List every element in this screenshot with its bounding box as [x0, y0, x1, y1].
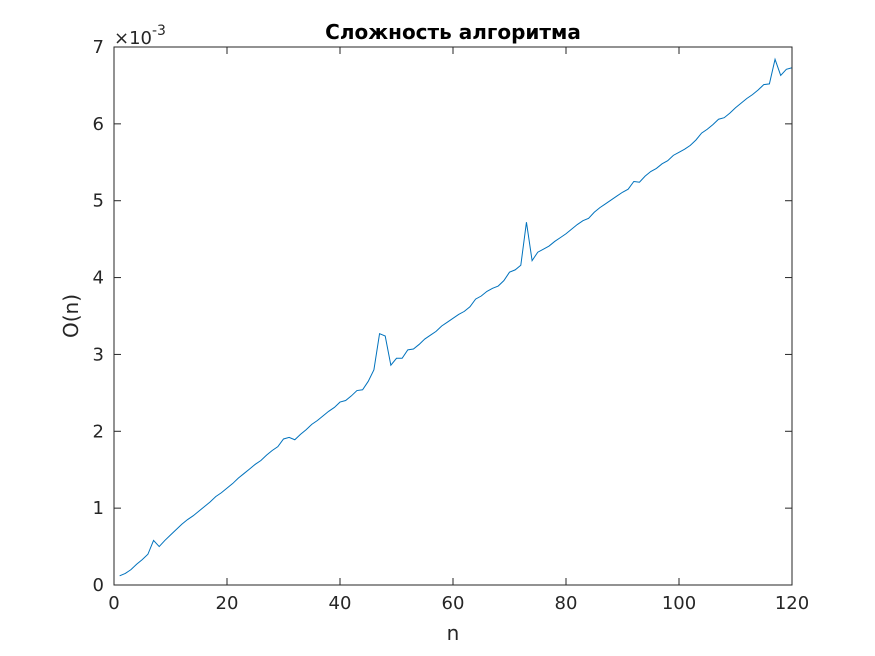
- plot-area: [114, 47, 792, 585]
- x-tick-label: 120: [775, 593, 809, 614]
- y-tick-label: 1: [93, 498, 104, 519]
- ticks-layer: 0 20 40 60 80 100 120 0 1 2 3 4 5 6 7: [93, 37, 810, 614]
- chart-title: Сложность алгоритма: [325, 20, 581, 44]
- y-tick-label: 7: [93, 37, 104, 58]
- y-tick-label: 0: [93, 575, 104, 596]
- y-multiplier-exponent: -3: [152, 23, 166, 39]
- x-tick-label: 40: [329, 593, 352, 614]
- y-tick-label: 6: [93, 114, 104, 135]
- x-tick-label: 20: [216, 593, 239, 614]
- series-line-1: [119, 57, 793, 577]
- y-tick-label: 2: [93, 421, 104, 442]
- x-axis-label: n: [447, 621, 460, 645]
- x-tick-label: 0: [108, 593, 119, 614]
- y-tick-label: 5: [93, 191, 104, 212]
- x-tick-label: 60: [442, 593, 465, 614]
- x-tick-label: 100: [662, 593, 696, 614]
- x-tick-label: 80: [555, 593, 578, 614]
- y-tick-label: 3: [93, 344, 104, 365]
- y-axis-label: O(n): [59, 294, 83, 338]
- y-tick-label: 4: [93, 268, 104, 289]
- series-layer: [119, 57, 793, 577]
- y-multiplier-base: ×10: [114, 28, 152, 49]
